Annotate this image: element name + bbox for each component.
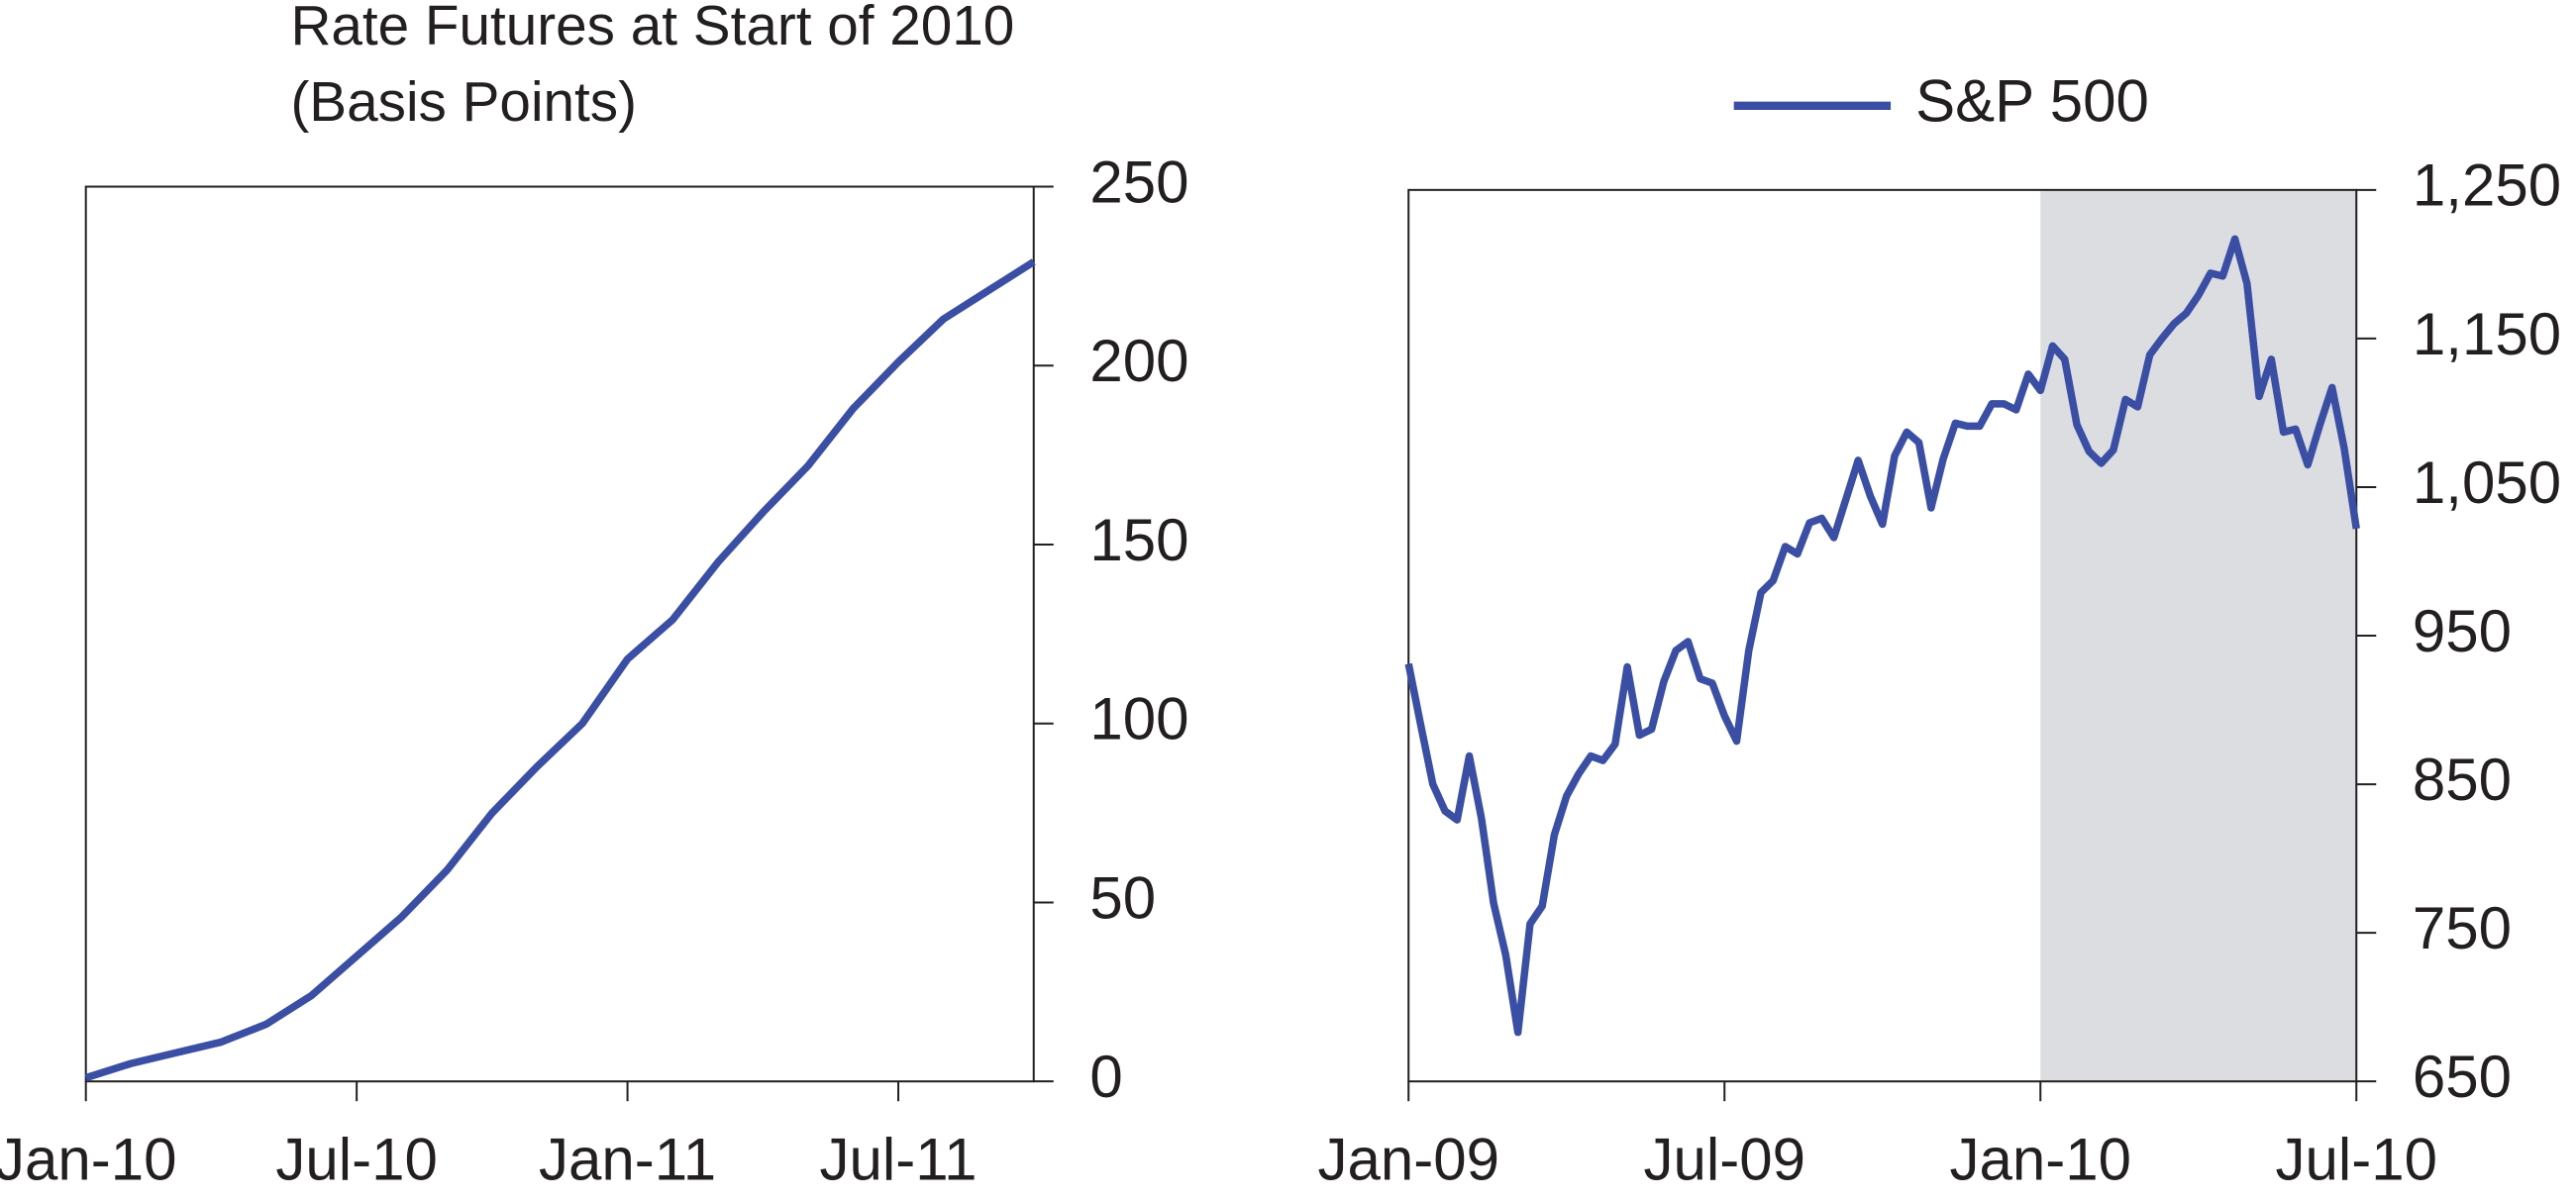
y-tick-label: 200 — [1089, 328, 1188, 394]
legend-label: S&P 500 — [1915, 68, 2149, 135]
y-tick-label: 650 — [2413, 1044, 2512, 1110]
y-tick-label: 250 — [1089, 149, 1188, 215]
y-tick-label: 1,250 — [2413, 152, 2561, 219]
y-tick-label: 150 — [1089, 507, 1188, 573]
x-tick-label: Jul-10 — [2276, 1126, 2437, 1192]
x-tick-label: Jan-10 — [1949, 1126, 2131, 1192]
y-tick-label: 1,150 — [2413, 301, 2561, 367]
shaded-region — [2040, 189, 2357, 1082]
y-tick-label: 50 — [1089, 864, 1156, 931]
y-tick-label: 0 — [1089, 1044, 1122, 1110]
y-tick-label: 100 — [1089, 686, 1188, 752]
plot-frame — [84, 185, 1035, 1083]
y-tick-label: 750 — [2413, 895, 2512, 961]
x-tick-label: Jul-11 — [820, 1126, 978, 1192]
y-tick-label: 1,050 — [2413, 450, 2561, 516]
y-tick-label: 950 — [2413, 598, 2512, 664]
x-tick-label: Jan-10 — [0, 1126, 176, 1192]
data-line — [84, 258, 1036, 1082]
chart-subtitle: (Basis Points) — [290, 71, 637, 134]
x-tick-label: Jan-09 — [1317, 1126, 1499, 1192]
y-tick-label: 850 — [2413, 747, 2512, 813]
x-tick-label: Jan-11 — [539, 1126, 716, 1192]
chart-title: Rate Futures at Start of 2010 — [290, 0, 1014, 57]
x-tick-label: Jul-09 — [1643, 1126, 1804, 1192]
data-line — [1404, 235, 2360, 1037]
x-tick-label: Jul-10 — [275, 1126, 437, 1192]
